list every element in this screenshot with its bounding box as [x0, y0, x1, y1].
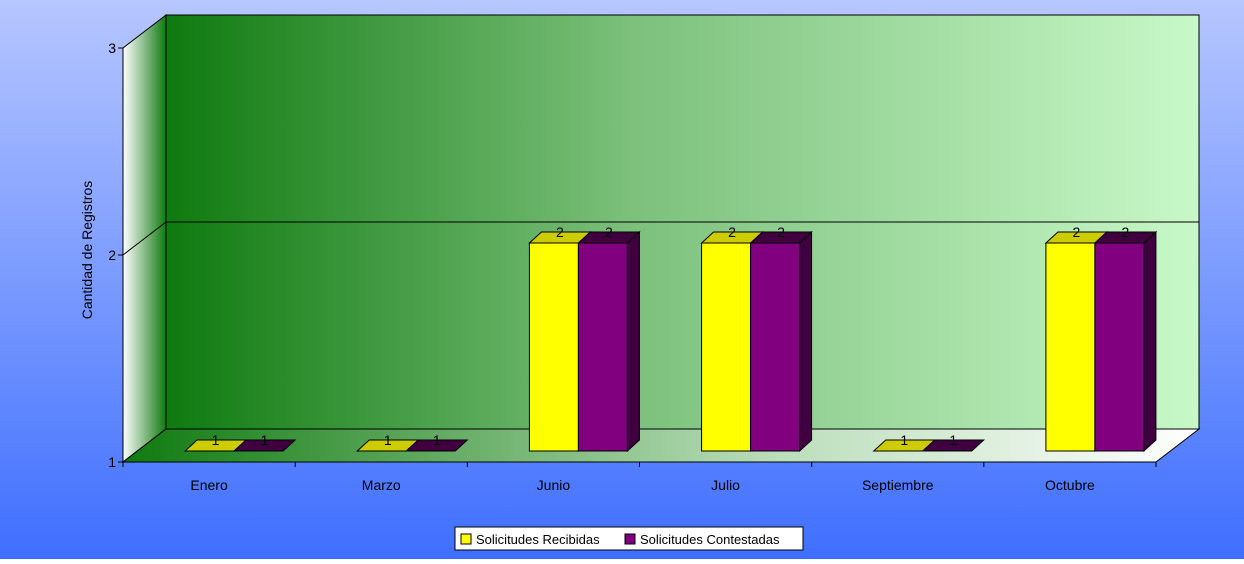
bar-side [1143, 230, 1157, 453]
y-axis-label: Cantidad de Registros [79, 181, 95, 320]
data-label: 2 [1122, 224, 1130, 240]
data-label: 1 [261, 432, 269, 448]
legend-swatch-contestadas [624, 533, 636, 545]
x-tick-label: Septiembre [862, 477, 934, 493]
axes: 1 2 3 Enero Marzo Junio Julio Septiembre Octubre [108, 40, 1157, 493]
x-tick-label: Enero [190, 477, 228, 493]
bar [921, 439, 986, 452]
data-label: 1 [949, 432, 957, 448]
bar-top [404, 439, 469, 452]
bar [749, 230, 813, 453]
bar-side [799, 230, 813, 453]
bar-front [750, 242, 801, 452]
bars: 1 1 1 1 2 2 2 2 1 1 2 2 [183, 224, 1158, 453]
data-label: 1 [384, 432, 392, 448]
x-tick-label: Marzo [362, 477, 401, 493]
x-tick-label: Julio [711, 477, 740, 493]
data-label: 2 [728, 224, 736, 240]
bar-front [1094, 242, 1145, 452]
data-label: 2 [1073, 224, 1081, 240]
bar-side [626, 230, 640, 453]
data-label: 1 [433, 432, 441, 448]
legend-swatch-recibidas [460, 533, 472, 545]
y-tick-label: 3 [108, 40, 116, 56]
bar [232, 439, 297, 452]
data-label: 1 [900, 432, 908, 448]
y-tick-label: 2 [108, 247, 116, 263]
bar-top [577, 231, 641, 244]
bar-top [921, 439, 986, 452]
bar [1093, 230, 1158, 453]
bar-front [701, 242, 752, 452]
data-label: 2 [605, 224, 613, 240]
x-tick-label: Octubre [1045, 477, 1095, 493]
bar-front [528, 242, 579, 452]
bar-front [1045, 242, 1096, 452]
legend: Solicitudes Recibidas Solicitudes Contes… [454, 526, 804, 551]
legend-label-contestadas: Solicitudes Contestadas [640, 532, 780, 547]
data-label: 2 [556, 224, 564, 240]
bar [577, 230, 641, 453]
x-tick-label: Junio [537, 477, 571, 493]
legend-label-recibidas: Solicitudes Recibidas [476, 532, 600, 547]
bar-top [749, 231, 813, 244]
data-label: 1 [212, 432, 220, 448]
bar-top [232, 439, 297, 452]
y-tick-label: 1 [108, 454, 116, 470]
bar-front [577, 242, 628, 452]
bar [404, 439, 469, 452]
gridline-side [122, 221, 167, 256]
data-label: 2 [777, 224, 785, 240]
bar-top [1093, 231, 1158, 244]
gridlines [122, 221, 1199, 256]
